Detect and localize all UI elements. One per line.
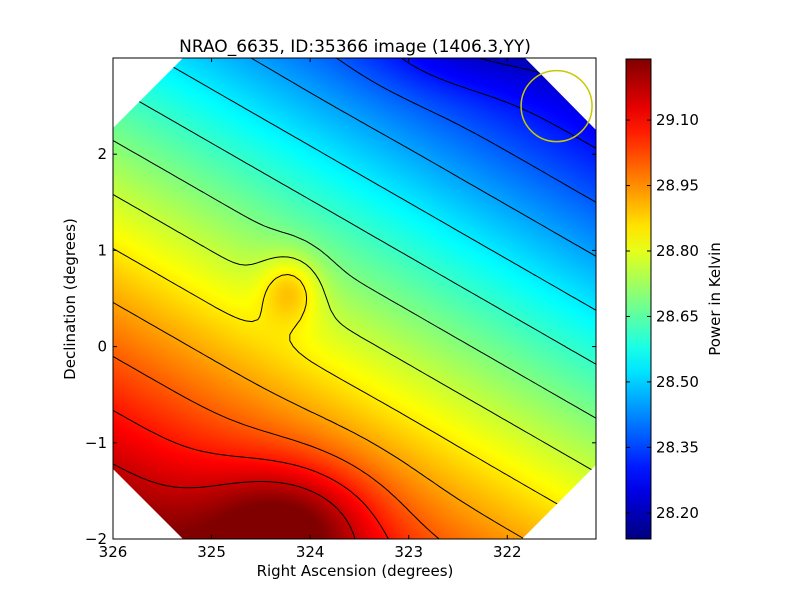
contour-line — [336, 58, 596, 203]
plot-area — [112, 57, 597, 540]
x-tick-label: 325 — [197, 543, 226, 561]
y-tick-label: −2 — [85, 530, 107, 548]
x-tick-label: 322 — [493, 543, 522, 561]
heatmap-image — [113, 58, 596, 539]
colorbar: 28.20 28.35 28.50 28.65 28.80 28.95 29.10 Powe… — [625, 58, 724, 540]
x-tick-label: 323 — [394, 543, 423, 561]
chart-title: NRAO_6635, ID:35366 image (1406.3,YY) — [179, 37, 531, 57]
contour-line — [113, 409, 389, 539]
colorbar-tick-label: 28.80 — [656, 242, 699, 260]
colorbar-tick-label: 28.95 — [656, 177, 699, 195]
y-tick-label: 1 — [97, 241, 107, 259]
contour-line — [113, 140, 596, 419]
colorbar-ticks: 28.20 28.35 28.50 28.65 28.80 28.95 29.10 — [626, 111, 699, 522]
colorbar-label: Power in Kelvin — [706, 242, 724, 356]
colorbar-tick-label: 28.35 — [656, 438, 699, 456]
x-axis-label: Right Ascension (degrees) — [257, 562, 454, 580]
colorbar-tick-label: 28.65 — [656, 307, 699, 325]
y-axis-label: Declination (degrees) — [61, 218, 79, 380]
colorbar-tick-label: 29.10 — [656, 111, 699, 129]
beam-circle — [520, 69, 593, 143]
contour-line — [113, 247, 596, 527]
colorbar-tick-label: 28.20 — [656, 504, 699, 522]
plot-frame — [112, 57, 597, 540]
y-axis: −2 −1 0 1 2 — [85, 145, 596, 548]
y-tick-label: 2 — [97, 145, 107, 163]
colorbar-tick-label: 28.50 — [656, 373, 699, 391]
contour-line — [113, 463, 356, 539]
x-tick-label: 324 — [296, 543, 325, 561]
contour-line — [113, 301, 525, 539]
contour-lines — [113, 58, 596, 539]
colorbar-gradient — [625, 58, 652, 540]
contour-line — [113, 355, 440, 539]
contour-line — [400, 58, 596, 149]
y-tick-label: 0 — [97, 338, 107, 356]
x-tick-label: 326 — [99, 543, 128, 561]
y-tick-label: −1 — [85, 434, 107, 452]
x-axis: 326 325 324 323 322 — [99, 58, 522, 561]
contour-line — [113, 193, 596, 473]
